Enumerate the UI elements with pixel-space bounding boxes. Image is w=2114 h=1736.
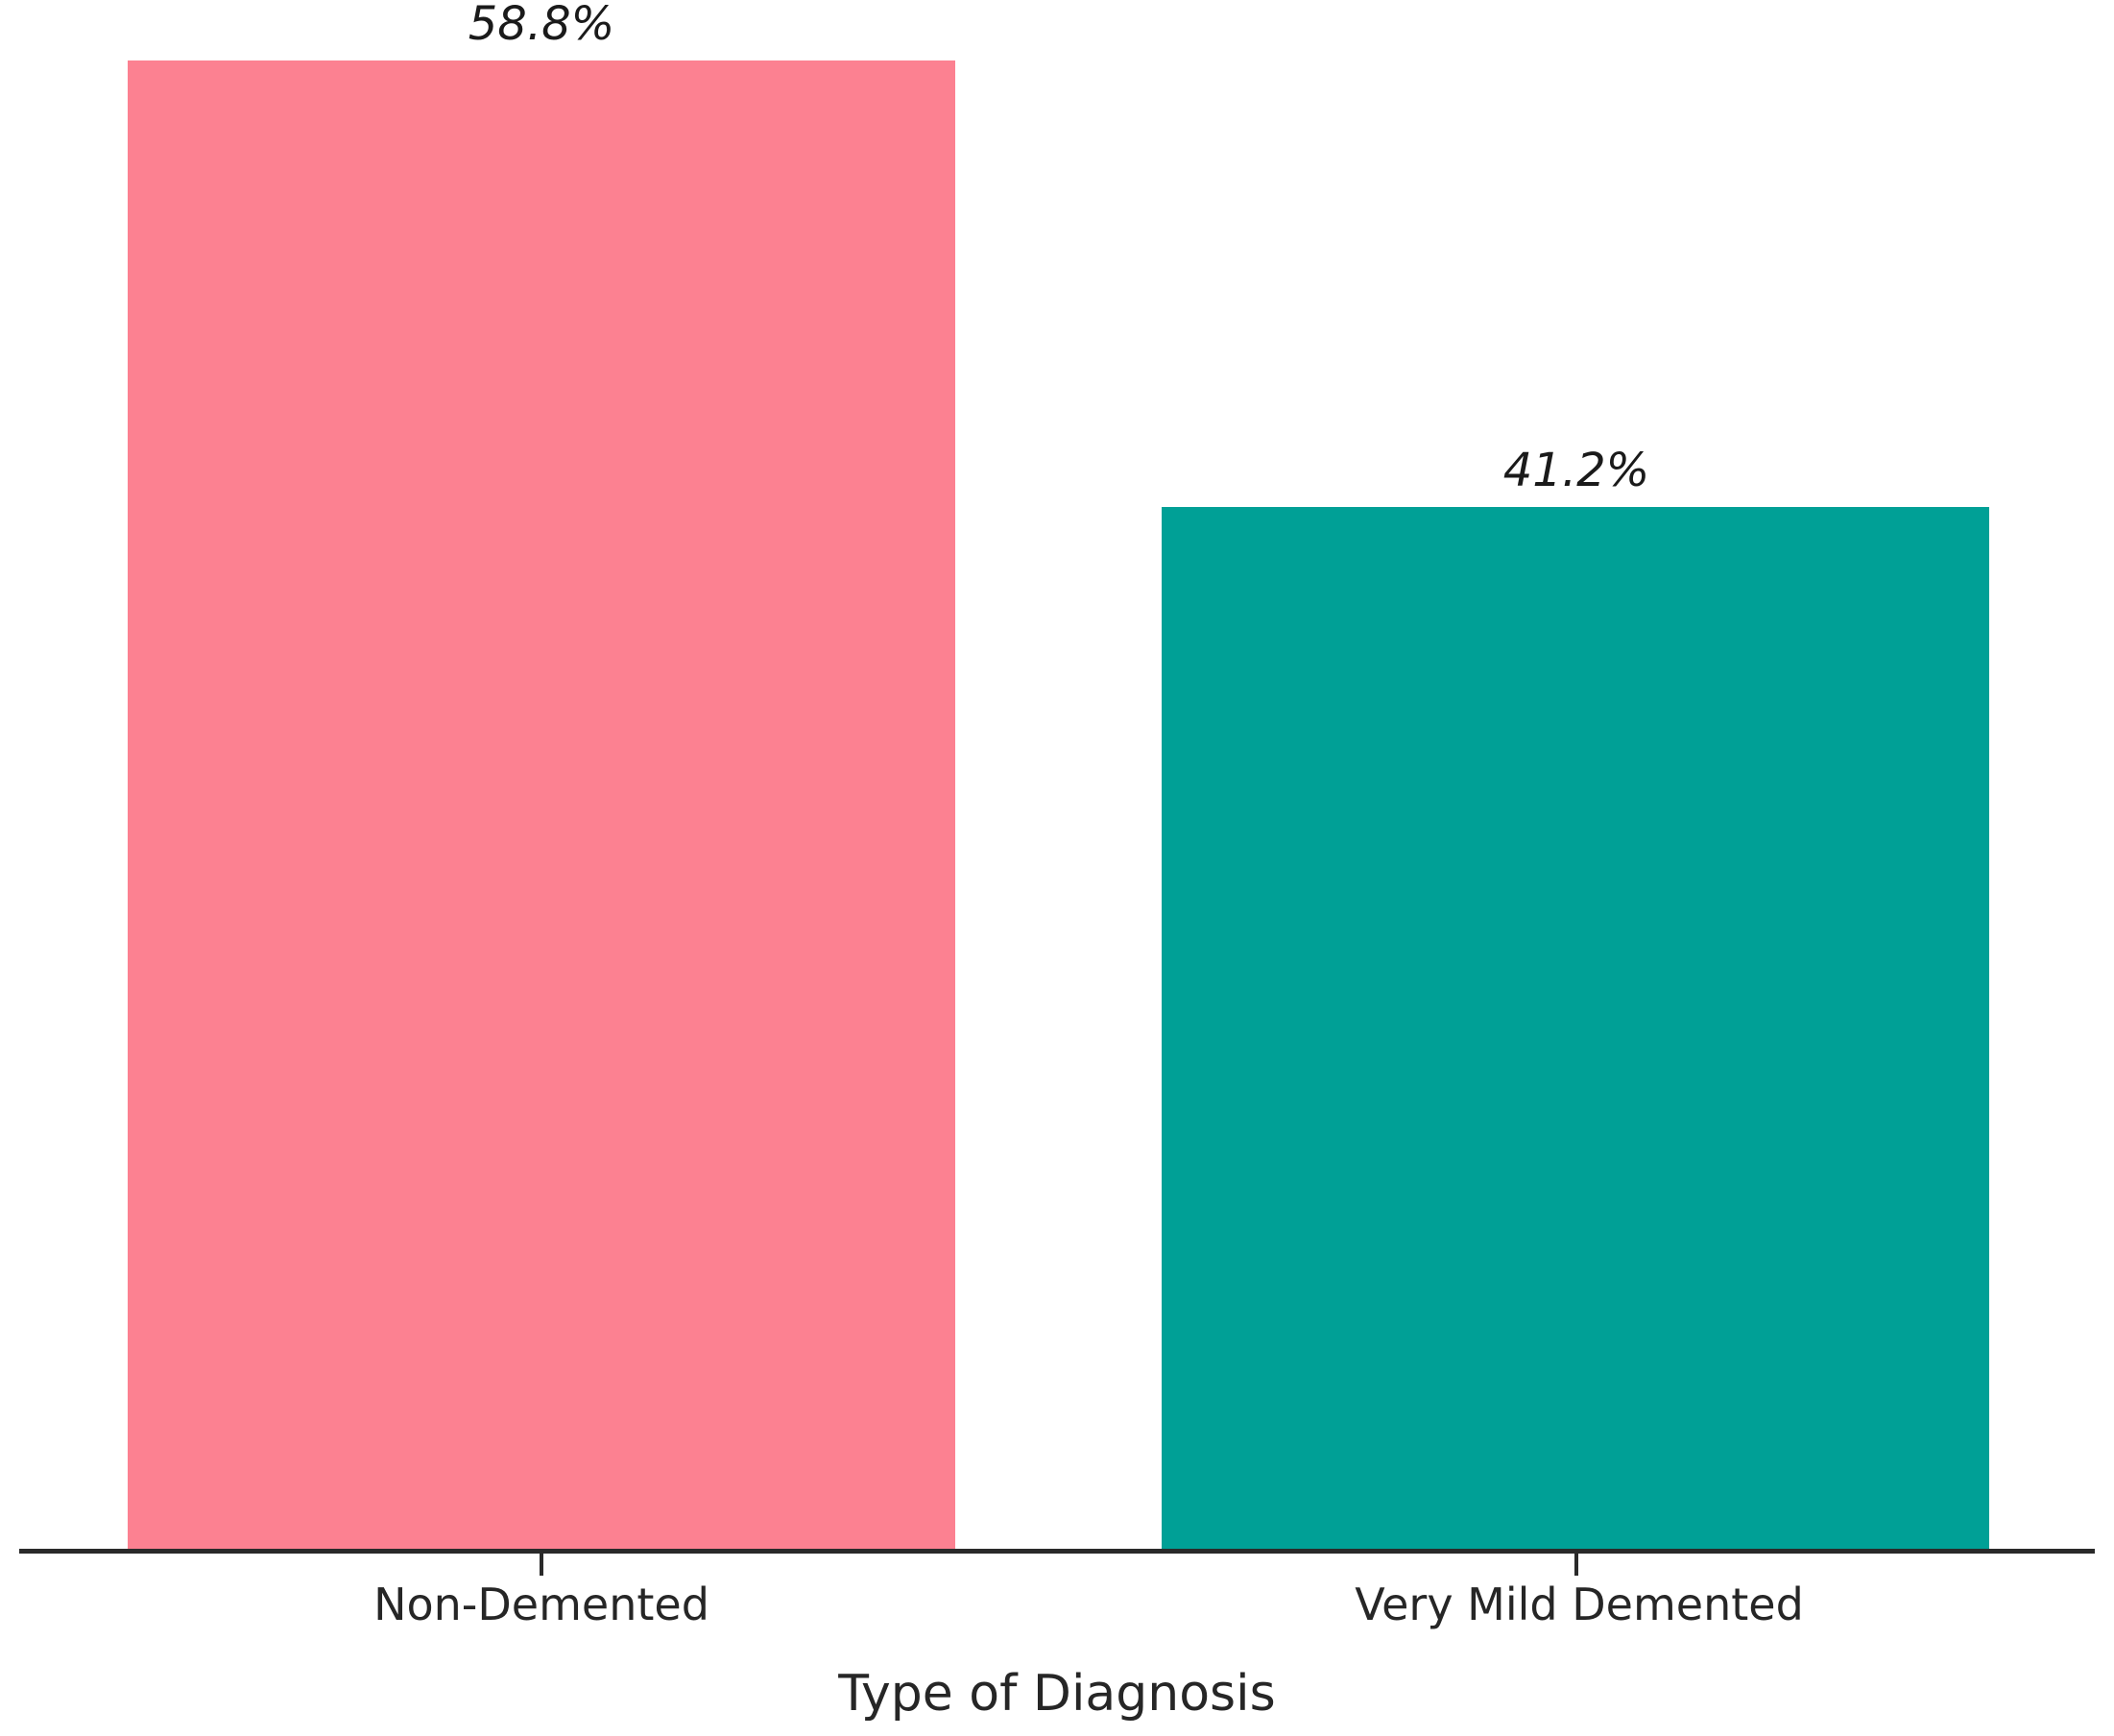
- x-tick-label-non-demented: Non-Demented: [373, 1579, 709, 1630]
- x-axis-line: [19, 1549, 2095, 1554]
- bar-non-demented: [128, 60, 955, 1552]
- x-tick-non-demented: [540, 1554, 543, 1576]
- x-tick-very-mild-demented: [1574, 1554, 1578, 1576]
- x-axis-title: Type of Diagnosis: [838, 1665, 1276, 1723]
- bar-value-label-non-demented: 58.8%: [468, 0, 615, 51]
- bar-value-label-very-mild-demented: 41.2%: [1502, 443, 1650, 497]
- x-tick-label-very-mild-demented: Very Mild Demented: [1355, 1579, 1804, 1630]
- bar-very-mild-demented: [1162, 507, 1989, 1552]
